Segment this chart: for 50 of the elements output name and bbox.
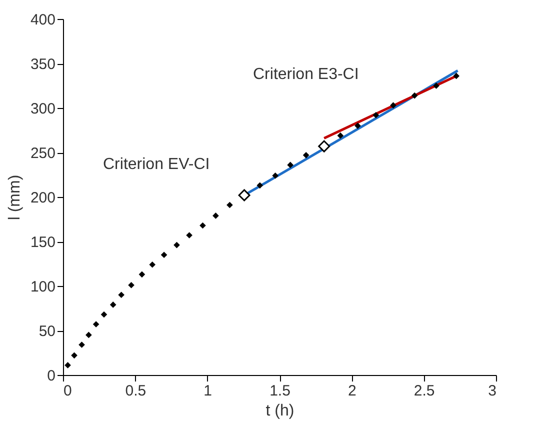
point	[226, 202, 233, 208]
x-tick-label: 1	[204, 382, 212, 400]
point	[174, 242, 180, 248]
x-axis-title: t (h)	[266, 402, 294, 420]
point	[78, 342, 85, 348]
point	[390, 102, 396, 108]
point	[86, 332, 92, 338]
y-tick-label: 300	[30, 100, 56, 118]
point	[64, 362, 71, 368]
x-tick-label: 0	[64, 382, 72, 400]
point	[200, 222, 206, 229]
point	[287, 162, 294, 168]
annotation: Criterion E3-CI	[253, 66, 359, 83]
x-tick-label: 3	[488, 382, 496, 400]
y-tick-label: 100	[30, 278, 56, 296]
y-axis-title: l (mm)	[6, 174, 24, 220]
point	[110, 302, 116, 308]
point	[453, 72, 460, 80]
point	[433, 82, 440, 89]
point	[71, 352, 78, 359]
point	[372, 112, 380, 118]
point	[118, 292, 124, 298]
point	[337, 132, 344, 139]
y-tick-label: 350	[30, 56, 56, 73]
point	[128, 282, 134, 288]
annotation: Criterion EV-CI	[103, 156, 210, 173]
y-tick-label: 250	[30, 145, 56, 162]
y-tick-label: 400	[30, 12, 56, 28]
point	[318, 140, 330, 152]
point	[256, 182, 264, 189]
point	[302, 152, 310, 158]
x-tick-label: 2.5	[414, 382, 435, 400]
point	[186, 232, 192, 238]
point	[212, 212, 219, 219]
point	[138, 271, 146, 278]
point	[149, 261, 156, 268]
point	[272, 172, 278, 179]
point	[354, 122, 361, 129]
point	[238, 189, 250, 202]
y-tick-label: 0	[47, 368, 56, 384]
point	[100, 311, 108, 318]
y-tick-label: 150	[30, 234, 56, 251]
y-tick-label: 200	[30, 190, 56, 206]
x-tick-label: 0.5	[125, 382, 146, 400]
point	[160, 252, 168, 258]
point	[92, 321, 100, 328]
x-tick-label: 1.5	[270, 382, 290, 400]
point	[411, 92, 418, 99]
x-tick-label: 2	[348, 382, 356, 400]
y-tick-label: 50	[38, 323, 56, 340]
